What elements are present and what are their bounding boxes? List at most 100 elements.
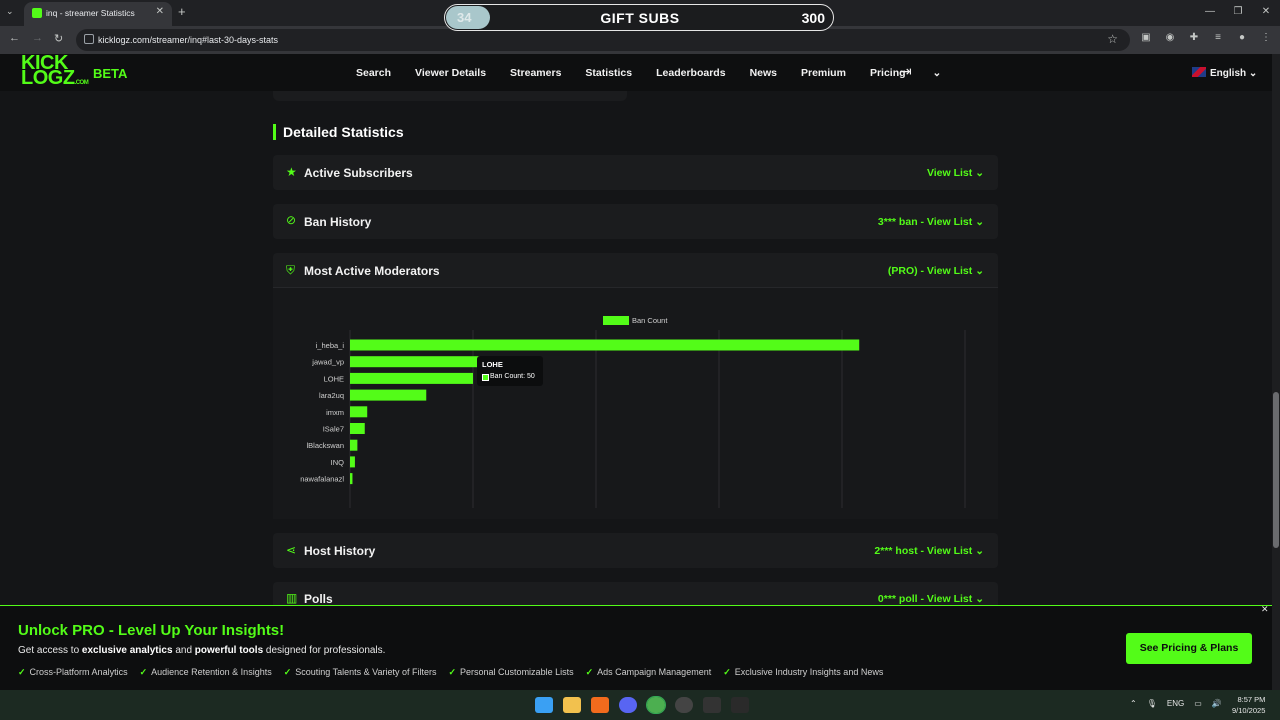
tooltip-swatch xyxy=(482,374,489,381)
browser-tab[interactable]: inq - streamer Statistics ✕ xyxy=(24,2,172,26)
close-icon[interactable]: ✕ xyxy=(155,6,164,17)
network-icon[interactable]: ▭ xyxy=(1194,699,1202,708)
bar xyxy=(350,339,860,351)
discord-icon[interactable] xyxy=(619,697,637,713)
clock-time: 8:57 PM xyxy=(1237,695,1266,704)
nav-statistics[interactable]: Statistics xyxy=(585,67,633,79)
bar xyxy=(350,389,427,401)
feature-label: Cross-Platform Analytics xyxy=(29,667,128,677)
view-list-link[interactable]: View List ⌄ xyxy=(927,167,984,179)
view-list-link[interactable]: 3*** ban - View List ⌄ xyxy=(878,216,984,228)
chevron-down-icon: ⌄ xyxy=(975,167,984,179)
view-list-label: View List xyxy=(926,167,973,179)
promo-sub-text: and xyxy=(172,645,195,656)
menu-icon[interactable]: ⋮ xyxy=(1261,32,1271,43)
bar xyxy=(350,423,365,434)
app-icon[interactable] xyxy=(675,697,693,713)
y-category-label: LOHE xyxy=(324,374,344,383)
chevron-down-icon: ⌄ xyxy=(932,67,942,79)
language-selector[interactable]: English ⌄ xyxy=(1192,67,1257,79)
bar xyxy=(350,473,353,485)
scrollbar-thumb[interactable] xyxy=(1273,392,1279,548)
view-list-label: 0*** poll - View List xyxy=(877,593,973,605)
page-scrollbar[interactable] xyxy=(1272,54,1280,690)
nav-search[interactable]: Search xyxy=(356,67,392,79)
feature-label: Scouting Talents & Variety of Filters xyxy=(295,667,437,677)
reload-icon[interactable]: ↻ xyxy=(54,33,64,45)
tab-title: inq - streamer Statistics xyxy=(46,8,135,18)
nav-streamers[interactable]: Streamers xyxy=(510,67,562,79)
view-list-link[interactable]: 0*** poll - View List ⌄ xyxy=(878,593,984,605)
panel-ban-history[interactable]: ⊘ Ban History 3*** ban - View List ⌄ xyxy=(273,204,998,239)
ban-icon: ⊘ xyxy=(286,213,297,227)
volume-icon[interactable]: 🔊 xyxy=(1211,699,1222,708)
y-category-label: lBlackswan xyxy=(306,441,344,450)
y-category-label: INQ xyxy=(331,458,345,467)
media-icon[interactable]: ≡ xyxy=(1215,32,1221,43)
legend-label: Ban Count xyxy=(632,316,668,325)
new-tab-button[interactable]: + xyxy=(178,4,186,19)
window-controls: — ❐ ✕ xyxy=(1196,0,1280,26)
chevron-up-icon[interactable]: ⌃ xyxy=(1130,699,1137,708)
chevron-down-icon[interactable]: ⌄ xyxy=(6,6,14,16)
site-info-icon[interactable] xyxy=(84,34,94,44)
clock[interactable]: 8:57 PM 9/10/2025 xyxy=(1232,694,1265,716)
chrome-icon[interactable] xyxy=(646,696,666,714)
chevron-down-icon: ⌄ xyxy=(975,216,984,228)
file-explorer-icon[interactable] xyxy=(563,697,581,713)
microphone-icon[interactable]: 🎙 xyxy=(1146,699,1157,708)
site-logo[interactable]: KICK LOGZ.COM xyxy=(21,53,89,91)
extension-icon[interactable]: ▣ xyxy=(1141,32,1151,43)
poll-icon: ▥ xyxy=(286,591,298,605)
promo-features: ✓ Cross-Platform Analytics ✓ Audience Rete… xyxy=(18,667,895,678)
panel-title: Ban History xyxy=(304,215,372,229)
app-icon[interactable] xyxy=(591,697,609,713)
chevron-down-icon: ⌄ xyxy=(975,545,984,557)
extension-icon[interactable]: ◉ xyxy=(1165,32,1175,43)
check-icon: ✓ xyxy=(448,667,457,677)
url-input[interactable]: kicklogz.com/streamer/inq#last-30-days-s… xyxy=(76,29,1130,51)
language-indicator[interactable]: ENG xyxy=(1166,699,1185,708)
bar xyxy=(350,439,358,451)
profile-avatar-icon[interactable]: ● xyxy=(1238,32,1246,43)
login-icon[interactable]: ⇥ xyxy=(900,63,912,79)
gift-subs-progress: 34 GIFT SUBS 300 xyxy=(444,4,834,31)
language-label: English xyxy=(1210,68,1247,79)
feature-item: ✓ Audience Retention & Insights xyxy=(140,667,272,678)
favicon-icon xyxy=(32,8,42,18)
panel-active-subscribers[interactable]: ★ Active Subscribers View List ⌄ xyxy=(273,155,998,190)
minimize-icon[interactable]: — xyxy=(1205,6,1215,17)
nav-pricing[interactable]: Pricing ⌄ xyxy=(870,67,965,79)
nav-leaderboards[interactable]: Leaderboards xyxy=(656,67,726,79)
nav-premium[interactable]: Premium xyxy=(801,67,846,79)
app-icon[interactable] xyxy=(703,697,721,713)
view-list-link[interactable]: (PRO) - View List ⌄ xyxy=(888,265,984,277)
window-close-icon[interactable]: ✕ xyxy=(1261,6,1271,17)
panel-host-history[interactable]: ⋖ Host History 2*** host - View List ⌄ xyxy=(273,533,998,568)
panel-title: Host History xyxy=(304,544,376,558)
chevron-down-icon: ⌄ xyxy=(975,265,984,277)
bookmark-star-icon[interactable]: ☆ xyxy=(1107,32,1118,46)
chevron-down-icon: ⌄ xyxy=(975,593,984,605)
close-icon[interactable]: ✕ xyxy=(1261,604,1269,614)
tooltip-title: LOHE xyxy=(482,360,503,369)
chevron-down-icon: ⌄ xyxy=(1248,68,1258,79)
os-taskbar: ⌃ 🎙 ENG ▭ 🔊 8:57 PM 9/10/2025 xyxy=(0,690,1280,720)
feature-item: ✓ Exclusive Industry Insights and News xyxy=(723,667,883,678)
nav-viewer-details[interactable]: Viewer Details xyxy=(415,67,487,79)
feature-label: Personal Customizable Lists xyxy=(460,667,574,677)
panel-title: Most Active Moderators xyxy=(304,264,440,278)
panel-polls[interactable]: ▥ Polls 0*** poll - View List ⌄ xyxy=(273,582,998,606)
taskbar-apps xyxy=(535,696,749,714)
y-category-label: nawafalanazl xyxy=(300,475,344,484)
see-pricing-button[interactable]: See Pricing & Plans xyxy=(1126,633,1252,664)
windows-start-icon[interactable] xyxy=(535,697,553,713)
view-list-link[interactable]: 2*** host - View List ⌄ xyxy=(874,545,984,557)
puzzle-icon[interactable]: ✚ xyxy=(1189,32,1199,43)
epic-games-icon[interactable] xyxy=(731,697,749,713)
pro-promo-banner: Unlock PRO - Level Up Your Insights! Get… xyxy=(0,605,1272,690)
back-icon[interactable]: ← xyxy=(9,32,20,44)
y-category-label: lara2uq xyxy=(319,391,344,400)
maximize-icon[interactable]: ❐ xyxy=(1233,6,1243,17)
nav-news[interactable]: News xyxy=(749,67,777,79)
